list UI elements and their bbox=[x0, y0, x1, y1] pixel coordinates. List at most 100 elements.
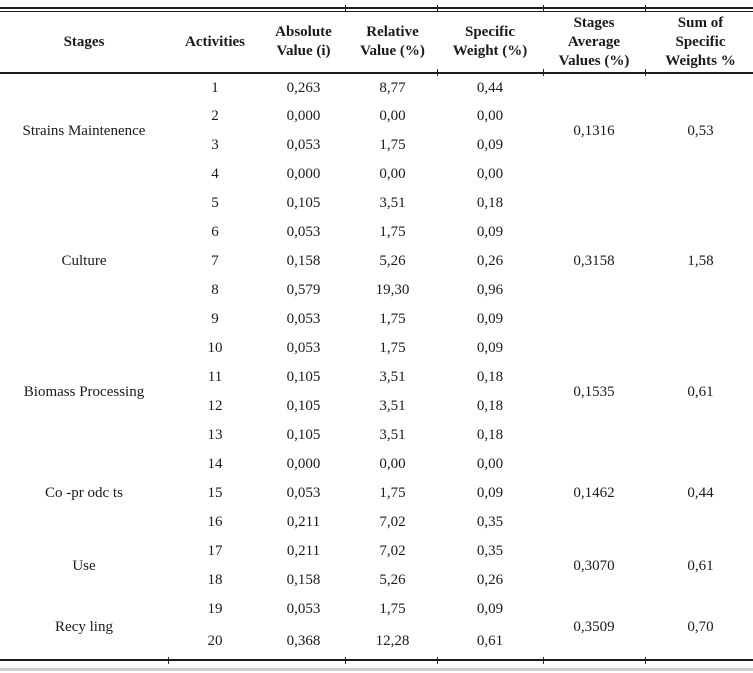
absolute-cell: 0,105 bbox=[286, 427, 321, 443]
table-row: 8 0,579 19,30 0,96 bbox=[0, 276, 753, 305]
activity-cell: 12 bbox=[207, 398, 223, 414]
relative-cell: 12,28 bbox=[375, 633, 410, 649]
activity-cell: 16 bbox=[207, 514, 223, 530]
absolute-cell: 0,158 bbox=[286, 253, 321, 269]
specific-cell: 0,18 bbox=[476, 369, 504, 385]
specific-cell: 0,09 bbox=[476, 601, 504, 617]
specific-cell: 0,00 bbox=[476, 108, 504, 124]
stage-cell: Biomass Processing bbox=[23, 383, 145, 400]
specific-cell: 0,09 bbox=[476, 224, 504, 240]
relative-cell: 7,02 bbox=[379, 514, 406, 530]
sum-weights-cell: 1,58 bbox=[687, 253, 714, 269]
table-row: 9 0,053 1,75 0,09 bbox=[0, 305, 753, 334]
header-specific: Specific Weight (%) bbox=[440, 12, 540, 74]
table-header: Stages Activities Absolute Value (i) Rel… bbox=[0, 12, 753, 74]
activity-cell: 1 bbox=[211, 79, 219, 96]
absolute-cell: 0,053 bbox=[286, 137, 321, 153]
specific-cell: 0,18 bbox=[476, 195, 504, 211]
table-row: 13 0,105 3,51 0,18 bbox=[0, 421, 753, 450]
specific-cell: 0,35 bbox=[476, 514, 504, 530]
relative-cell: 3,51 bbox=[379, 398, 406, 414]
activity-cell: 19 bbox=[207, 601, 223, 617]
relative-cell: 3,51 bbox=[379, 427, 406, 443]
stage-average-cell: 0,1535 bbox=[573, 383, 615, 400]
sum-weights-cell: 0,70 bbox=[687, 618, 714, 635]
activity-cell: 11 bbox=[207, 369, 223, 385]
specific-cell: 0,00 bbox=[476, 456, 504, 472]
activity-cell: 4 bbox=[211, 166, 219, 182]
absolute-cell: 0,053 bbox=[286, 485, 321, 501]
relative-cell: 3,51 bbox=[379, 195, 406, 211]
specific-cell: 0,00 bbox=[476, 166, 504, 182]
table-row: Co -pr odc ts 14 0,000 0,00 0,00 0,1462 … bbox=[0, 450, 753, 501]
relative-cell: 8,77 bbox=[379, 79, 406, 96]
activity-cell: 5 bbox=[211, 195, 219, 211]
stage-cell: Recy ling bbox=[55, 618, 113, 635]
relative-cell: 0,00 bbox=[379, 456, 406, 472]
stage-cell: Use bbox=[72, 557, 96, 574]
header-row: Stages Activities Absolute Value (i) Rel… bbox=[0, 12, 753, 74]
table-row: 7 0,158 5,26 0,26 bbox=[0, 247, 753, 276]
header-stage-average: Stages Average Values (%) bbox=[540, 12, 648, 74]
specific-cell: 0,35 bbox=[476, 543, 504, 559]
table-row: 4 0,000 0,00 0,00 bbox=[0, 160, 753, 189]
absolute-cell: 0,053 bbox=[286, 601, 321, 617]
absolute-cell: 0,053 bbox=[286, 311, 321, 327]
activity-cell: 10 bbox=[207, 340, 223, 356]
absolute-cell: 0,211 bbox=[286, 543, 321, 559]
specific-cell: 0,44 bbox=[476, 79, 504, 96]
absolute-cell: 0,368 bbox=[286, 633, 321, 649]
specific-cell: 0,18 bbox=[476, 398, 504, 414]
activity-cell: 20 bbox=[207, 633, 223, 649]
activity-cell: 6 bbox=[211, 224, 219, 240]
table-row: 18 0,158 5,26 0,26 bbox=[0, 566, 753, 595]
activity-cell: 7 bbox=[211, 253, 219, 269]
absolute-cell: 0,053 bbox=[286, 224, 321, 240]
activity-cell: 2 bbox=[211, 108, 219, 124]
stage-average-cell: 0,1462 bbox=[573, 485, 615, 501]
absolute-cell: 0,105 bbox=[286, 369, 321, 385]
table-row: 2 0,000 0,00 0,00 bbox=[0, 102, 753, 131]
table-body: Strains Maintenence 1 0,263 8,77 0,44 0,… bbox=[0, 73, 753, 660]
absolute-cell: 0,000 bbox=[286, 108, 321, 124]
specific-cell: 0,09 bbox=[476, 137, 504, 153]
relative-cell: 3,51 bbox=[379, 369, 406, 385]
specific-cell: 0,09 bbox=[476, 485, 504, 501]
absolute-cell: 0,000 bbox=[286, 166, 321, 182]
relative-cell: 5,26 bbox=[379, 253, 406, 269]
specific-cell: 0,09 bbox=[476, 311, 504, 327]
header-absolute: Absolute Value (i) bbox=[262, 12, 345, 74]
stage-average-cell: 0,3158 bbox=[573, 253, 615, 269]
table-row: Culture 5 0,105 3,51 0,18 0,3158 1,58 bbox=[0, 189, 753, 269]
relative-cell: 5,26 bbox=[379, 572, 406, 588]
specific-cell: 0,61 bbox=[476, 633, 504, 649]
relative-cell: 19,30 bbox=[375, 282, 410, 298]
relative-cell: 0,00 bbox=[379, 166, 406, 182]
header-relative: Relative Value (%) bbox=[345, 12, 440, 74]
table-row: Strains Maintenence 1 0,263 8,77 0,44 0,… bbox=[0, 73, 753, 140]
relative-cell: 0,00 bbox=[379, 108, 406, 124]
relative-cell: 1,75 bbox=[379, 601, 406, 617]
relative-cell: 1,75 bbox=[379, 224, 406, 240]
table-row: 15 0,053 1,75 0,09 bbox=[0, 479, 753, 508]
bottom-faint-rule bbox=[0, 668, 753, 671]
relative-cell: 7,02 bbox=[379, 543, 406, 559]
column-tick bbox=[345, 5, 346, 12]
relative-cell: 1,75 bbox=[379, 340, 406, 356]
specific-cell: 0,18 bbox=[476, 427, 504, 443]
column-tick bbox=[543, 5, 544, 12]
specific-cell: 0,26 bbox=[476, 572, 504, 588]
absolute-cell: 0,579 bbox=[286, 282, 321, 298]
table-row: 11 0,105 3,51 0,18 bbox=[0, 363, 753, 392]
sum-weights-cell: 0,61 bbox=[687, 383, 714, 400]
table-row: 16 0,211 7,02 0,35 bbox=[0, 508, 753, 537]
table-row: Use 17 0,211 7,02 0,35 0,3070 0,61 bbox=[0, 537, 753, 574]
column-tick bbox=[437, 5, 438, 12]
absolute-cell: 0,053 bbox=[286, 340, 321, 356]
activity-cell: 17 bbox=[207, 543, 223, 559]
specific-cell: 0,26 bbox=[476, 253, 504, 269]
specific-cell: 0,09 bbox=[476, 340, 504, 356]
specific-cell: 0,96 bbox=[476, 282, 504, 298]
absolute-cell: 0,105 bbox=[286, 398, 321, 414]
